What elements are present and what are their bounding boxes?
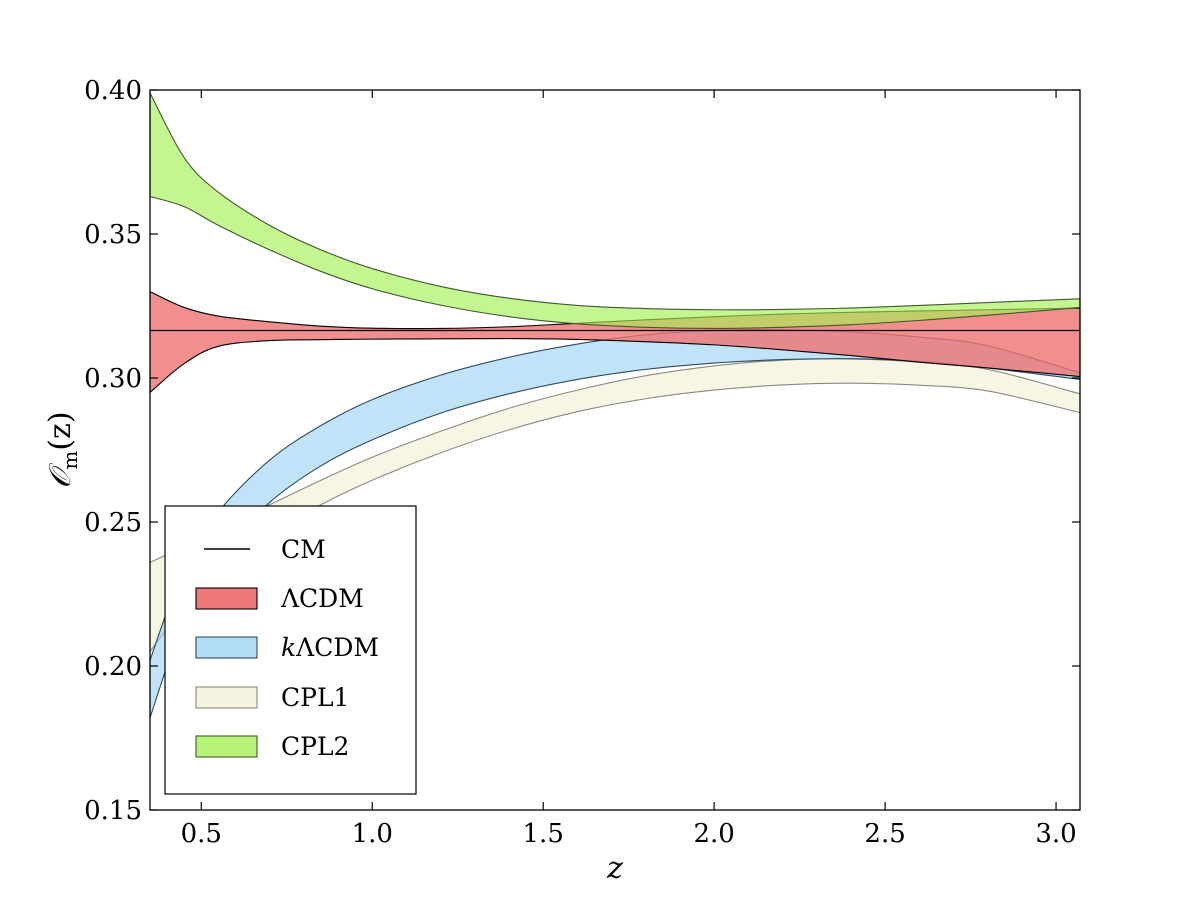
- y-tick-label: 0.25: [84, 508, 142, 538]
- legend-label-cpl2: CPL2: [281, 732, 349, 761]
- ticks-layer: 0.5 1.0 1.5 2.0 2.5 3.0 0.15 0.20 0.25 0.30 0.35 0.…: [84, 76, 1080, 849]
- svg-text:𝒪m(z): 𝒪m(z): [43, 411, 82, 488]
- y-axis-label-tail: (z): [43, 411, 78, 450]
- x-tick-label: 1.5: [523, 819, 564, 849]
- x-tick-label: 2.5: [864, 819, 905, 849]
- legend-swatch-cpl1: [195, 686, 258, 709]
- x-tick-label: 1.0: [352, 819, 393, 849]
- y-tick-label: 0.40: [84, 76, 142, 106]
- legend: CM ΛCDM kΛCDM CPL1 CPL2: [164, 505, 417, 795]
- band-cpl2: [150, 92, 1080, 330]
- y-tick-label: 0.20: [84, 652, 142, 682]
- legend-label-lambdacdm: ΛCDM: [280, 584, 364, 613]
- legend-swatch-cpl2: [195, 735, 258, 758]
- y-tick-label: 0.35: [84, 220, 142, 250]
- y-tick-label: 0.30: [84, 364, 142, 394]
- legend-swatch-klambdacdm: [195, 636, 258, 659]
- y-axis-label-sub: m: [58, 451, 82, 470]
- x-tick-label: 3.0: [1035, 819, 1076, 849]
- plot-frame: [149, 89, 1081, 811]
- x-tick-label: 2.0: [693, 819, 734, 849]
- legend-swatch-lambdacdm: [195, 587, 258, 610]
- legend-label-cpl1: CPL1: [281, 683, 349, 712]
- x-tick-label: 0.5: [181, 819, 222, 849]
- y-tick-label: 0.15: [84, 796, 142, 826]
- x-axis-label: z: [606, 851, 623, 886]
- legend-label-cm: CM: [281, 535, 326, 564]
- y-axis-label: 𝒪m(z): [43, 411, 82, 488]
- legend-label-klambdacdm: kΛCDM: [281, 633, 379, 662]
